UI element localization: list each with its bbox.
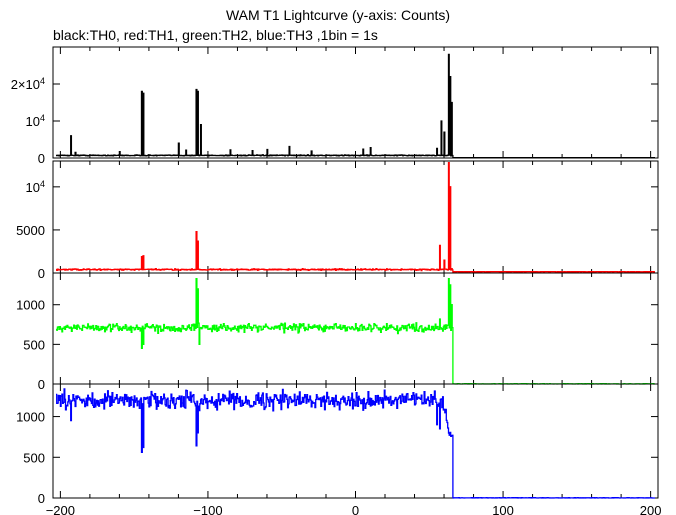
x-tick-label: −200 <box>46 503 75 515</box>
chart-title: WAM T1 Lightcurve (y-axis: Counts) <box>225 7 451 23</box>
y-tick-label: 0 <box>38 266 45 281</box>
series-line-TH3 <box>56 388 655 499</box>
chart-subtitle: black:TH0, red:TH1, green:TH2, blue:TH3 … <box>53 27 378 43</box>
y-tick-label: 0 <box>38 377 45 392</box>
y-tick-label: 1000 <box>16 410 45 425</box>
y-tick-label: 1000 <box>16 298 45 313</box>
x-tick-label: 100 <box>492 503 514 515</box>
series-line-TH1 <box>56 162 655 273</box>
y-tick-label: 500 <box>23 337 45 352</box>
x-tick-label: 200 <box>640 503 662 515</box>
series-line-TH0 <box>56 53 655 159</box>
y-tick-label: 5000 <box>16 223 45 238</box>
x-tick-label: −100 <box>193 503 222 515</box>
x-tick-label: 0 <box>352 503 359 515</box>
y-tick-label: 2×104 <box>11 76 45 92</box>
y-tick-label: 500 <box>23 450 45 465</box>
y-tick-label: 104 <box>26 113 45 129</box>
y-tick-label: 0 <box>38 151 45 166</box>
series-line-TH2 <box>56 277 655 385</box>
y-tick-label: 0 <box>38 491 45 506</box>
y-tick-label: 104 <box>26 179 45 195</box>
